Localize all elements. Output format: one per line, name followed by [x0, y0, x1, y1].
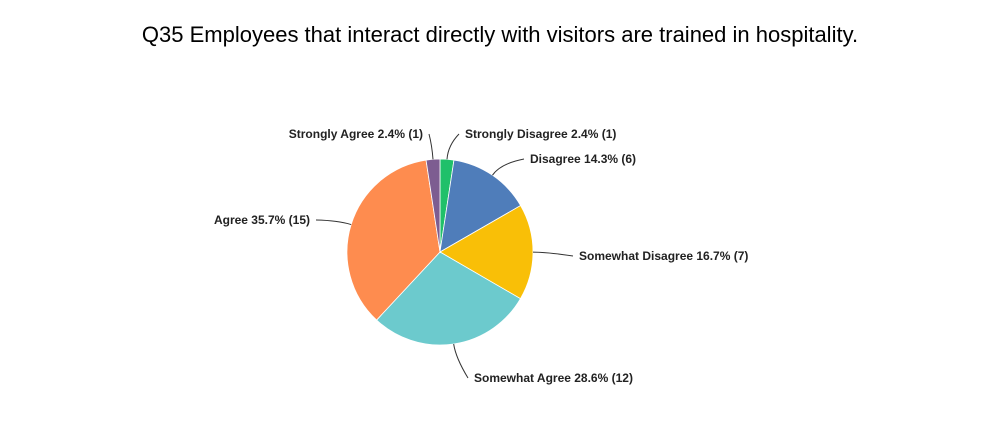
- leader-line: [453, 343, 469, 379]
- leader-line: [315, 219, 352, 226]
- slice-label-disagree: Disagree 14.3% (6): [530, 152, 636, 166]
- leader-line: [532, 251, 574, 257]
- pie-slice-somewhat-agree[interactable]: [376, 251, 521, 346]
- slice-label-somewhat-agree: Somewhat Agree 28.6% (12): [474, 371, 633, 385]
- leader-line: [428, 133, 434, 160]
- slice-label-agree: Agree 35.7% (15): [214, 213, 310, 227]
- pie-slices: [346, 158, 534, 346]
- pie-slice-somewhat-disagree[interactable]: [439, 205, 534, 300]
- pie-slice-disagree[interactable]: [439, 159, 522, 253]
- slice-label-somewhat-disagree: Somewhat Disagree 16.7% (7): [579, 249, 748, 263]
- leader-line: [446, 133, 460, 160]
- leader-line: [492, 158, 525, 176]
- chart-title: Q35 Employees that interact directly wit…: [141, 22, 859, 47]
- slice-labels: Strongly Disagree 2.4% (1) Disagree 14.3%…: [214, 127, 748, 385]
- slice-label-strongly-disagree: Strongly Disagree 2.4% (1): [465, 127, 616, 141]
- slice-label-strongly-agree: Strongly Agree 2.4% (1): [289, 127, 423, 141]
